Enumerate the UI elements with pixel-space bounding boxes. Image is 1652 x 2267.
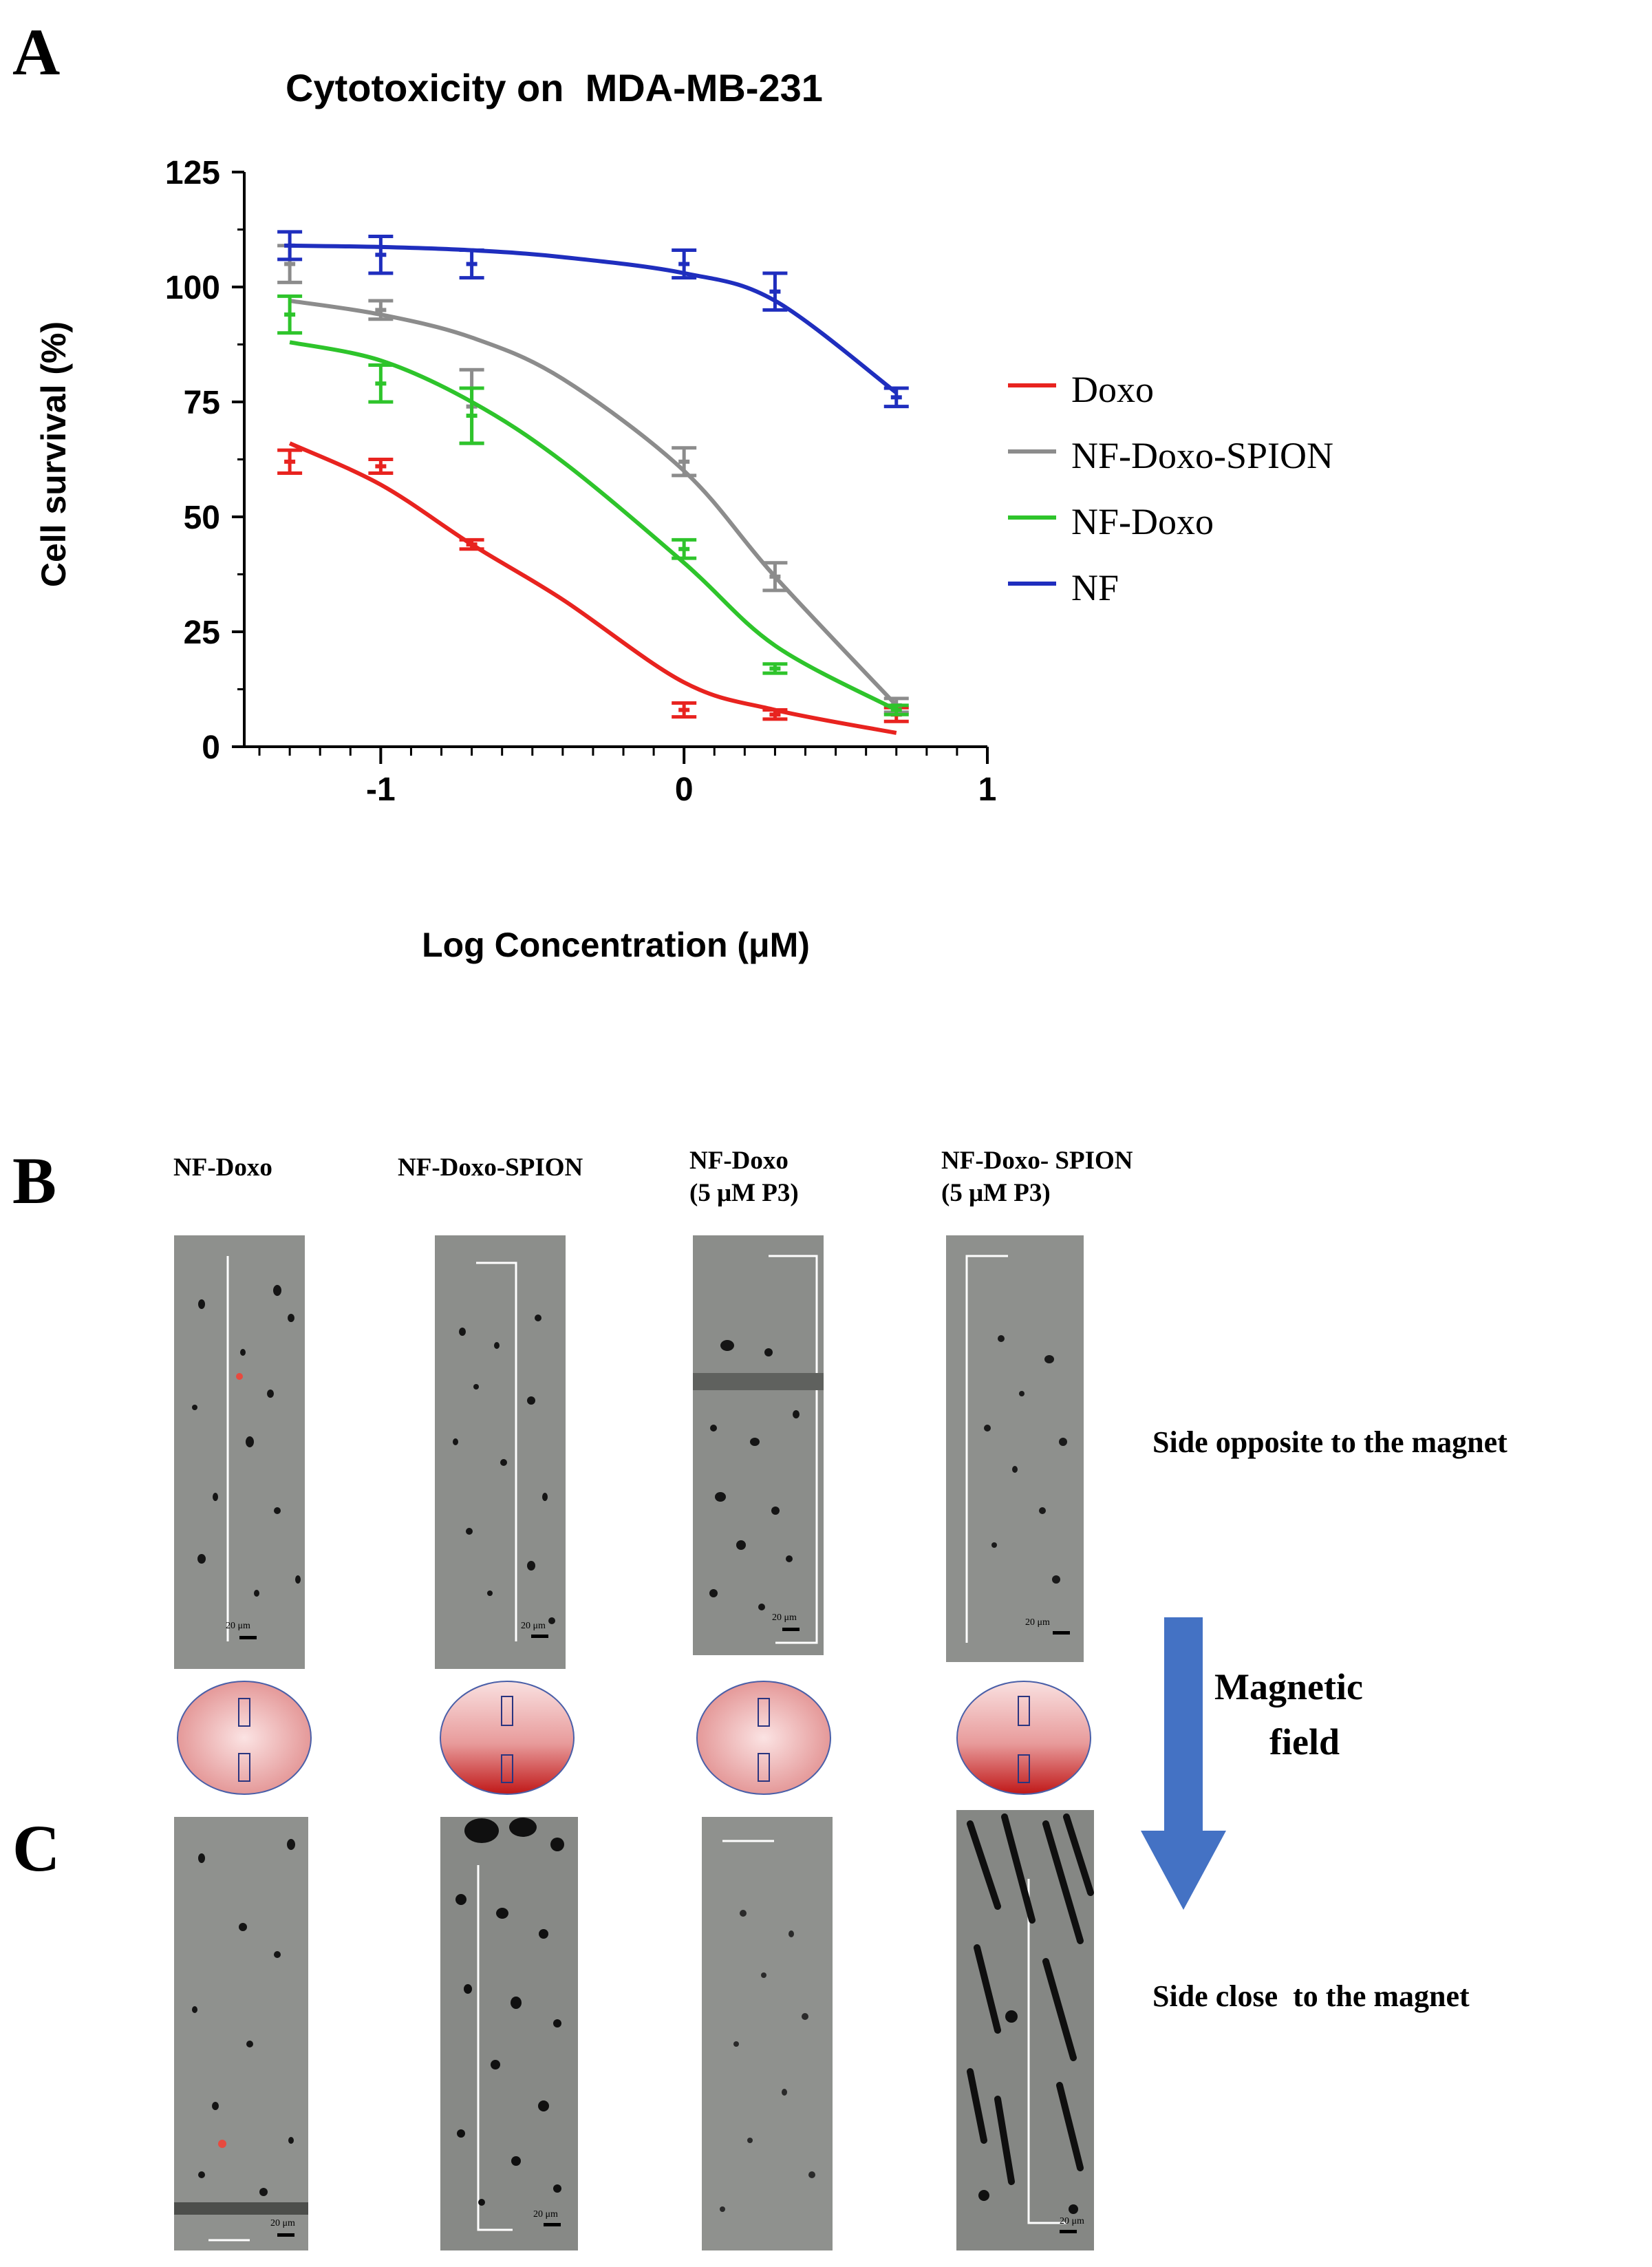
data-point [769,666,781,671]
errorbar-doxo [459,538,484,551]
data-point [678,707,690,712]
y-tick-label: 125 [165,155,220,191]
scale-label-c-1: 20 μm [270,2218,295,2228]
column-header-1: NF-Doxo [173,1153,272,1182]
circle-2 [440,1681,575,1795]
data-point [678,546,690,551]
micrograph-c-4: 20 μm [956,1810,1094,2250]
y-tick-label: 100 [165,270,220,306]
errorbar-nf [883,386,909,409]
legend-nf-doxo: NF-Doxo [1071,501,1214,542]
micrograph-b-4: 20 μm [946,1235,1084,1662]
scale-label-b-1: 20 μm [226,1621,250,1631]
errorbar-doxo [672,701,697,719]
data-point [284,459,296,464]
data-point [678,459,690,464]
x-tick-label: 0 [675,771,694,808]
errorbar-nf [459,248,484,280]
errorbar-doxo [762,708,788,721]
errorbar-nf-doxo [277,294,303,335]
circle-1 [177,1681,312,1795]
chart-title: Cytotoxicity on MDA-MB-231 [286,66,823,109]
x-tick-label: 1 [978,771,997,808]
legend-doxo: Doxo [1071,369,1154,410]
data-point [466,542,478,547]
data-point [769,712,781,717]
micrograph-c-3 [702,1817,833,2250]
circle-4 [956,1681,1091,1795]
side-opposite-label: Side opposite to the magnet [1152,1425,1508,1459]
errorbar-doxo [277,448,303,476]
errorbar-nf-doxo-spion [762,561,788,593]
cytotoxicity-chart: 0 25 50 75 100 125 -1 0 1 Cell survival (%) Log … [34,155,997,964]
scale-label-c-2: 20 μm [533,2209,558,2220]
y-tick-label: 25 [184,615,220,651]
errorbar-nf-doxo [883,703,909,716]
data-point [375,308,387,312]
data-point [284,312,296,317]
data-point [466,262,478,266]
column-header-2: NF-Doxo-SPION [398,1153,583,1182]
data-point [466,414,478,418]
data-point [769,289,781,294]
column-header-4: NF-Doxo- SPION [941,1147,1133,1175]
scale-label-b-3: 20 μm [772,1613,797,1623]
data-point [890,707,902,712]
data-point [375,253,387,257]
errorbar-nf-doxo [368,363,394,404]
panel-a-letter: A [12,15,61,89]
micrograph-c-1: 20 μm [174,1817,308,2250]
x-axis-label: Log Concentration (μM) [422,926,810,964]
column-header-3: NF-Doxo [689,1147,789,1175]
data-point [375,381,387,386]
legend-nf: NF [1071,567,1119,608]
scale-label-b-2: 20 μm [521,1621,546,1631]
panel-c-letter: C [12,1811,61,1885]
legend-nf-doxo-spion: NF-Doxo-SPION [1071,435,1334,476]
data-point [284,262,296,266]
magnet-circles [177,1681,1091,1795]
errorbar-nf [277,230,303,262]
scale-label-b-4: 20 μm [1025,1617,1050,1628]
micrograph-b-2: 20 μm [435,1235,566,1669]
y-tick-label: 50 [184,500,220,536]
y-axis-label: Cell survival (%) [34,321,73,587]
errorbar-nf [762,271,788,312]
data-point [678,262,690,266]
data-point [375,464,387,469]
errorbar-nf-doxo-spion [672,446,697,478]
errorbar-doxo [368,458,394,476]
micrograph-c-2: 20 μm [440,1817,578,2250]
errorbar-nf [672,248,697,280]
magnetic-field-label-line2: field [1269,1721,1340,1763]
micrograph-b-3: 20 μm [693,1235,824,1655]
data-point [769,574,781,579]
side-close-label: Side close to the magnet [1152,1979,1470,2013]
column-header-3-line2: (5 μM P3) [689,1179,799,1207]
y-tick-label: 75 [184,385,220,421]
data-point [284,243,296,248]
errorbar-nf-doxo [672,538,697,560]
circle-3 [696,1681,831,1795]
x-tick-label: -1 [366,771,396,808]
magnetic-field-arrow [1141,1617,1226,1910]
magnetic-field-label: Magnetic [1214,1666,1363,1707]
column-header-4-line2: (5 μM P3) [941,1179,1051,1207]
curve-nf-doxo-spion [289,299,898,707]
errorbar-nf [368,235,394,275]
y-tick-label: 0 [202,730,220,766]
panel-b-letter: B [12,1144,57,1217]
curve-nf-doxo [289,340,898,712]
errorbar-nf-doxo [459,386,484,445]
errorbar-nf-doxo [762,662,788,675]
data-point [890,395,902,400]
scale-label-c-4: 20 μm [1060,2216,1084,2226]
micrograph-b-1: 20 μm [174,1235,305,1669]
errorbar-nf-doxo-spion [368,299,394,321]
